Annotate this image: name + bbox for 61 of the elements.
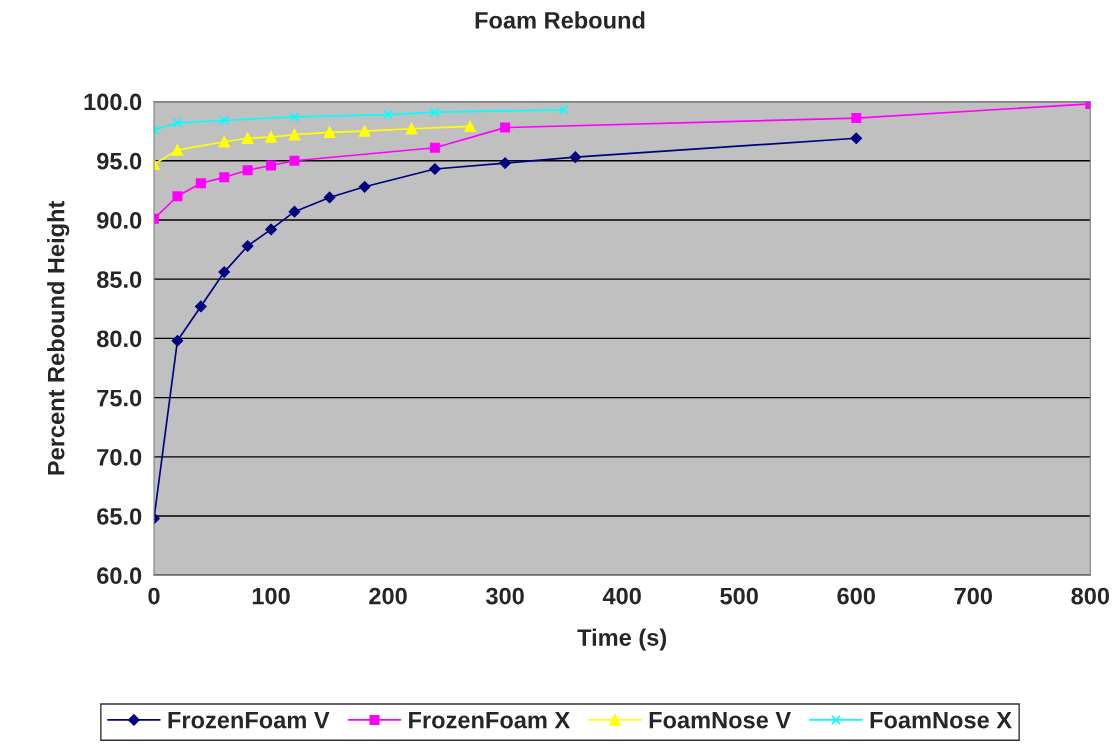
point [172,191,183,202]
point [323,126,336,139]
point [851,113,862,124]
point [171,144,184,156]
point [383,109,394,120]
point [195,300,207,313]
point [218,136,230,148]
point [500,122,511,133]
point [265,223,277,236]
y-tick-label: 70.0 [97,448,142,466]
x-tick-label: 200 [369,587,407,605]
point [219,172,230,183]
y-tick-label: 90.0 [97,212,142,229]
x-tick-label: 100 [252,587,290,605]
legend-label: FoamNose V [649,711,791,729]
point [569,151,582,163]
point [218,266,230,278]
point [358,125,371,137]
point [219,115,230,126]
point [429,163,441,175]
x-tick-label: 800 [1071,587,1110,605]
y-tick-label: 100.0 [84,93,142,111]
point [266,160,277,171]
y-tick-label: 60.0 [97,567,142,585]
x-tick-label: 500 [720,587,758,605]
y-tick-label: 75.0 [97,389,142,407]
x-tick-label: 600 [837,587,875,605]
point [265,131,277,143]
point [323,191,336,204]
point [171,335,184,347]
point [288,128,301,141]
point [429,142,440,153]
point [850,132,862,144]
legend-label: FrozenFoam X [409,711,571,729]
point [242,165,253,176]
point [405,123,418,135]
y-axis-title: Percent Rebound Height [47,200,70,475]
point [289,111,300,122]
point [464,120,476,133]
point [288,205,301,218]
y-tick-label: 65.0 [97,508,142,525]
point [429,107,440,118]
point [172,117,183,128]
y-tick-label: 80.0 [96,330,142,348]
x-tick-label: 0 [148,587,160,605]
x-tick-label: 400 [602,587,641,605]
point [358,181,371,193]
point [499,157,511,169]
legend-label: FoamNose X [870,711,1012,729]
y-tick-label: 95.0 [97,152,142,170]
point [558,104,569,115]
point [241,132,254,144]
x-tick-label: 700 [954,587,993,605]
point [289,155,300,166]
point [241,240,254,252]
y-tick-label: 85.0 [96,271,142,288]
x-axis-title: Time (s) [577,628,667,651]
x-tick-label: 300 [485,587,524,605]
chart-title: Foam Rebound [475,11,645,29]
point [195,178,206,189]
legend-label: FrozenFoam V [168,711,330,729]
